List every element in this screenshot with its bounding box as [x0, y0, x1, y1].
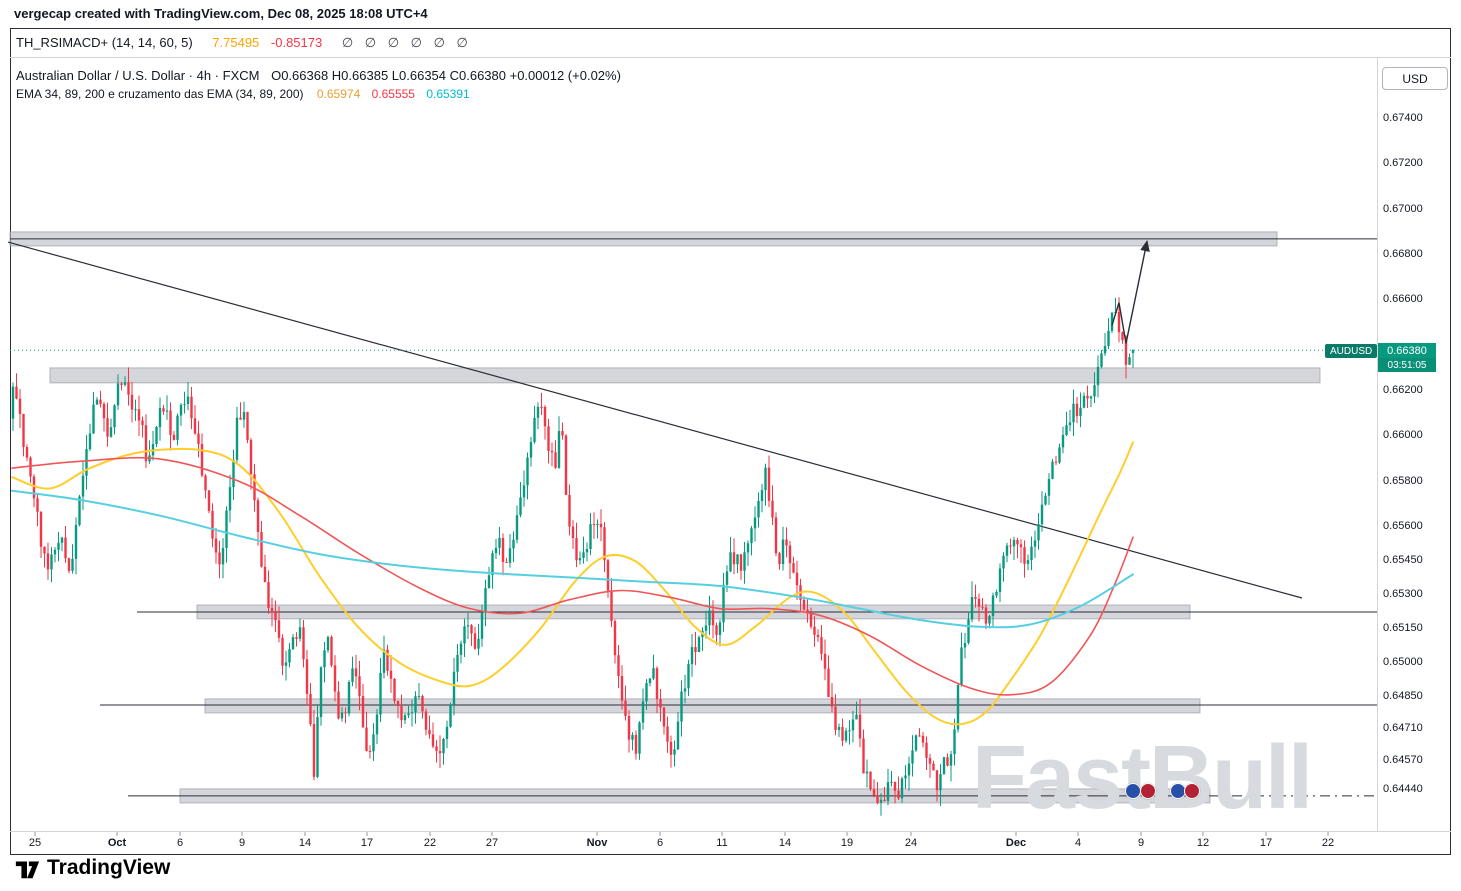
us-flag-icon[interactable] — [1140, 783, 1156, 799]
tradingview-logo-text: TradingView — [47, 856, 171, 879]
price-axis-label: 0.67400 — [1383, 112, 1423, 124]
time-axis-label: 14 — [778, 837, 792, 849]
time-axis-label: 12 — [1196, 837, 1210, 849]
price-axis-label: 0.67200 — [1383, 157, 1423, 170]
indicator-empty-values: ∅ ∅ ∅ ∅ ∅ ∅ — [341, 35, 472, 50]
price-axis-label: 0.65800 — [1383, 474, 1423, 487]
time-axis-label: 24 — [904, 837, 918, 849]
candles-layer — [11, 297, 1135, 816]
price-axis-label: 0.65450 — [1383, 554, 1423, 567]
ema200-line — [11, 489, 1134, 629]
time-axis-label: 4 — [1074, 837, 1082, 849]
tradingview-logo[interactable]: TradingView — [14, 855, 170, 881]
ema-legend-row: EMA 34, 89, 200 e cruzamento das EMA (34… — [16, 87, 470, 101]
indicator-value-1: 7.75495 — [212, 35, 260, 50]
eu-flag-icon[interactable] — [1125, 783, 1141, 799]
projection-arrow — [1111, 240, 1150, 344]
time-axis-label: 19 — [840, 837, 854, 849]
indicator-legend-row: TH_RSIMACD+ (14, 14, 60, 5) 7.75495 -0.8… — [16, 35, 472, 51]
time-axis-label: Dec — [1005, 837, 1027, 849]
price-axis-label: 0.66800 — [1383, 248, 1423, 260]
symbol-legend-row: Australian Dollar / U.S. Dollar · 4h · F… — [16, 68, 621, 83]
ema200-value: 0.65391 — [426, 87, 470, 101]
time-axis-label: 17 — [1259, 837, 1273, 849]
us-flag-icon[interactable] — [1184, 783, 1200, 799]
ema34-line — [11, 441, 1134, 726]
indicator-value-2: -0.85173 — [270, 35, 323, 50]
time-axis-label: 25 — [28, 837, 42, 849]
indicator-title[interactable]: TH_RSIMACD+ (14, 14, 60, 5) — [16, 35, 193, 50]
ema34-value: 0.65974 — [316, 87, 361, 101]
time-axis-label: 14 — [298, 837, 312, 849]
time-axis-label: 22 — [423, 837, 437, 849]
symbol-price-line-badge: AUDUSD — [1325, 344, 1378, 358]
price-axis-label: 0.64570 — [1383, 753, 1423, 766]
price-axis-label: 0.67000 — [1383, 202, 1423, 215]
ema89-value: 0.65555 — [371, 87, 415, 101]
time-axis-label: 6 — [176, 837, 184, 849]
horizontal-lines-layer — [10, 238, 1377, 797]
ohlc-values: O0.66368 H0.66385 L0.66354 C0.66380 +0.0… — [271, 68, 621, 83]
currency-usd-button[interactable]: USD — [1382, 67, 1448, 90]
time-axis-label: 17 — [360, 837, 374, 849]
price-axis-label: 0.66600 — [1383, 293, 1423, 306]
tradingview-logo-icon — [15, 861, 40, 879]
time-axis-label: 9 — [238, 837, 246, 849]
attribution-text: vergecap created with TradingView.com, D… — [14, 6, 428, 21]
time-axis-label: 9 — [1137, 837, 1145, 849]
price-axis-label: 0.65150 — [1383, 622, 1423, 635]
time-axis-label: 11 — [716, 837, 728, 849]
price-axis-label: 0.65300 — [1383, 588, 1423, 601]
price-axis-label: 0.66000 — [1383, 429, 1423, 442]
ema-indicator-title[interactable]: EMA 34, 89, 200 e cruzamento das EMA (34… — [16, 87, 304, 101]
price-axis-label: 0.65000 — [1383, 656, 1423, 669]
time-axis-label: 27 — [485, 837, 499, 849]
price-axis-label: 0.65600 — [1383, 520, 1423, 533]
time-axis-label: 22 — [1321, 837, 1335, 849]
price-axis-label: 0.64440 — [1383, 783, 1423, 795]
price-axis-label: 0.64710 — [1383, 721, 1423, 734]
ema89-line — [11, 456, 1134, 696]
price-axis-label: 0.64850 — [1383, 690, 1423, 703]
current-price-badge: 0.66380 — [1378, 343, 1436, 358]
time-axis-label: Nov — [586, 837, 608, 849]
time-axis-label: 6 — [656, 837, 664, 849]
fastbull-watermark: FastBull — [972, 728, 1313, 828]
descending-trendline — [7, 241, 1303, 599]
price-axis-label: 0.66200 — [1383, 384, 1423, 397]
chart-frame-border — [10, 28, 1451, 855]
symbol-title[interactable]: Australian Dollar / U.S. Dollar · 4h · F… — [16, 68, 260, 83]
bar-countdown-badge: 03:51:05 — [1378, 358, 1436, 372]
time-axis-label: Oct — [107, 837, 127, 849]
